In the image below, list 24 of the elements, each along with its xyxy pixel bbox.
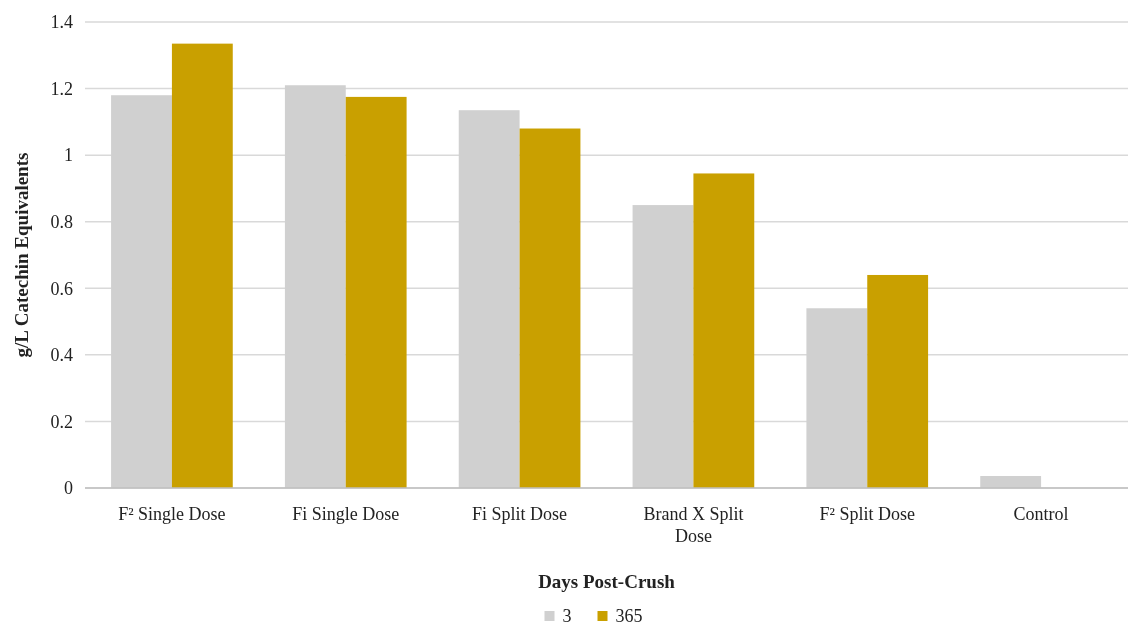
bar	[171, 43, 233, 488]
y-tick-label: 0	[64, 478, 73, 499]
bar	[345, 96, 407, 488]
bar	[867, 274, 929, 488]
y-tick-label: 0.2	[50, 411, 73, 432]
legend-label: 365	[615, 606, 643, 626]
y-tick-label: 0.8	[50, 212, 73, 233]
bar	[519, 128, 581, 488]
y-tick-label: 1.4	[50, 12, 73, 33]
legend-label: 3	[562, 606, 572, 626]
x-tick-label: Fi Single Dose	[292, 504, 400, 524]
y-tick-label: 1	[64, 145, 73, 166]
x-tick-label: F² Single Dose	[118, 504, 226, 524]
x-tick-label: Control	[1013, 504, 1069, 524]
y-tick-label: 0.6	[50, 278, 73, 299]
bar	[693, 173, 755, 488]
y-tick-label: 0.4	[50, 345, 73, 366]
y-axis-title: g/L Catechin Equivalents	[11, 152, 32, 358]
y-tick-label: 1.2	[50, 78, 73, 99]
x-axis-title: Days Post-Crush	[538, 571, 676, 592]
x-tick-label: Brand X Split Dose	[643, 504, 744, 546]
x-tick-label: F² Split Dose	[819, 504, 915, 524]
bar	[980, 476, 1042, 488]
x-tick-label: Fi Split Dose	[472, 504, 568, 524]
